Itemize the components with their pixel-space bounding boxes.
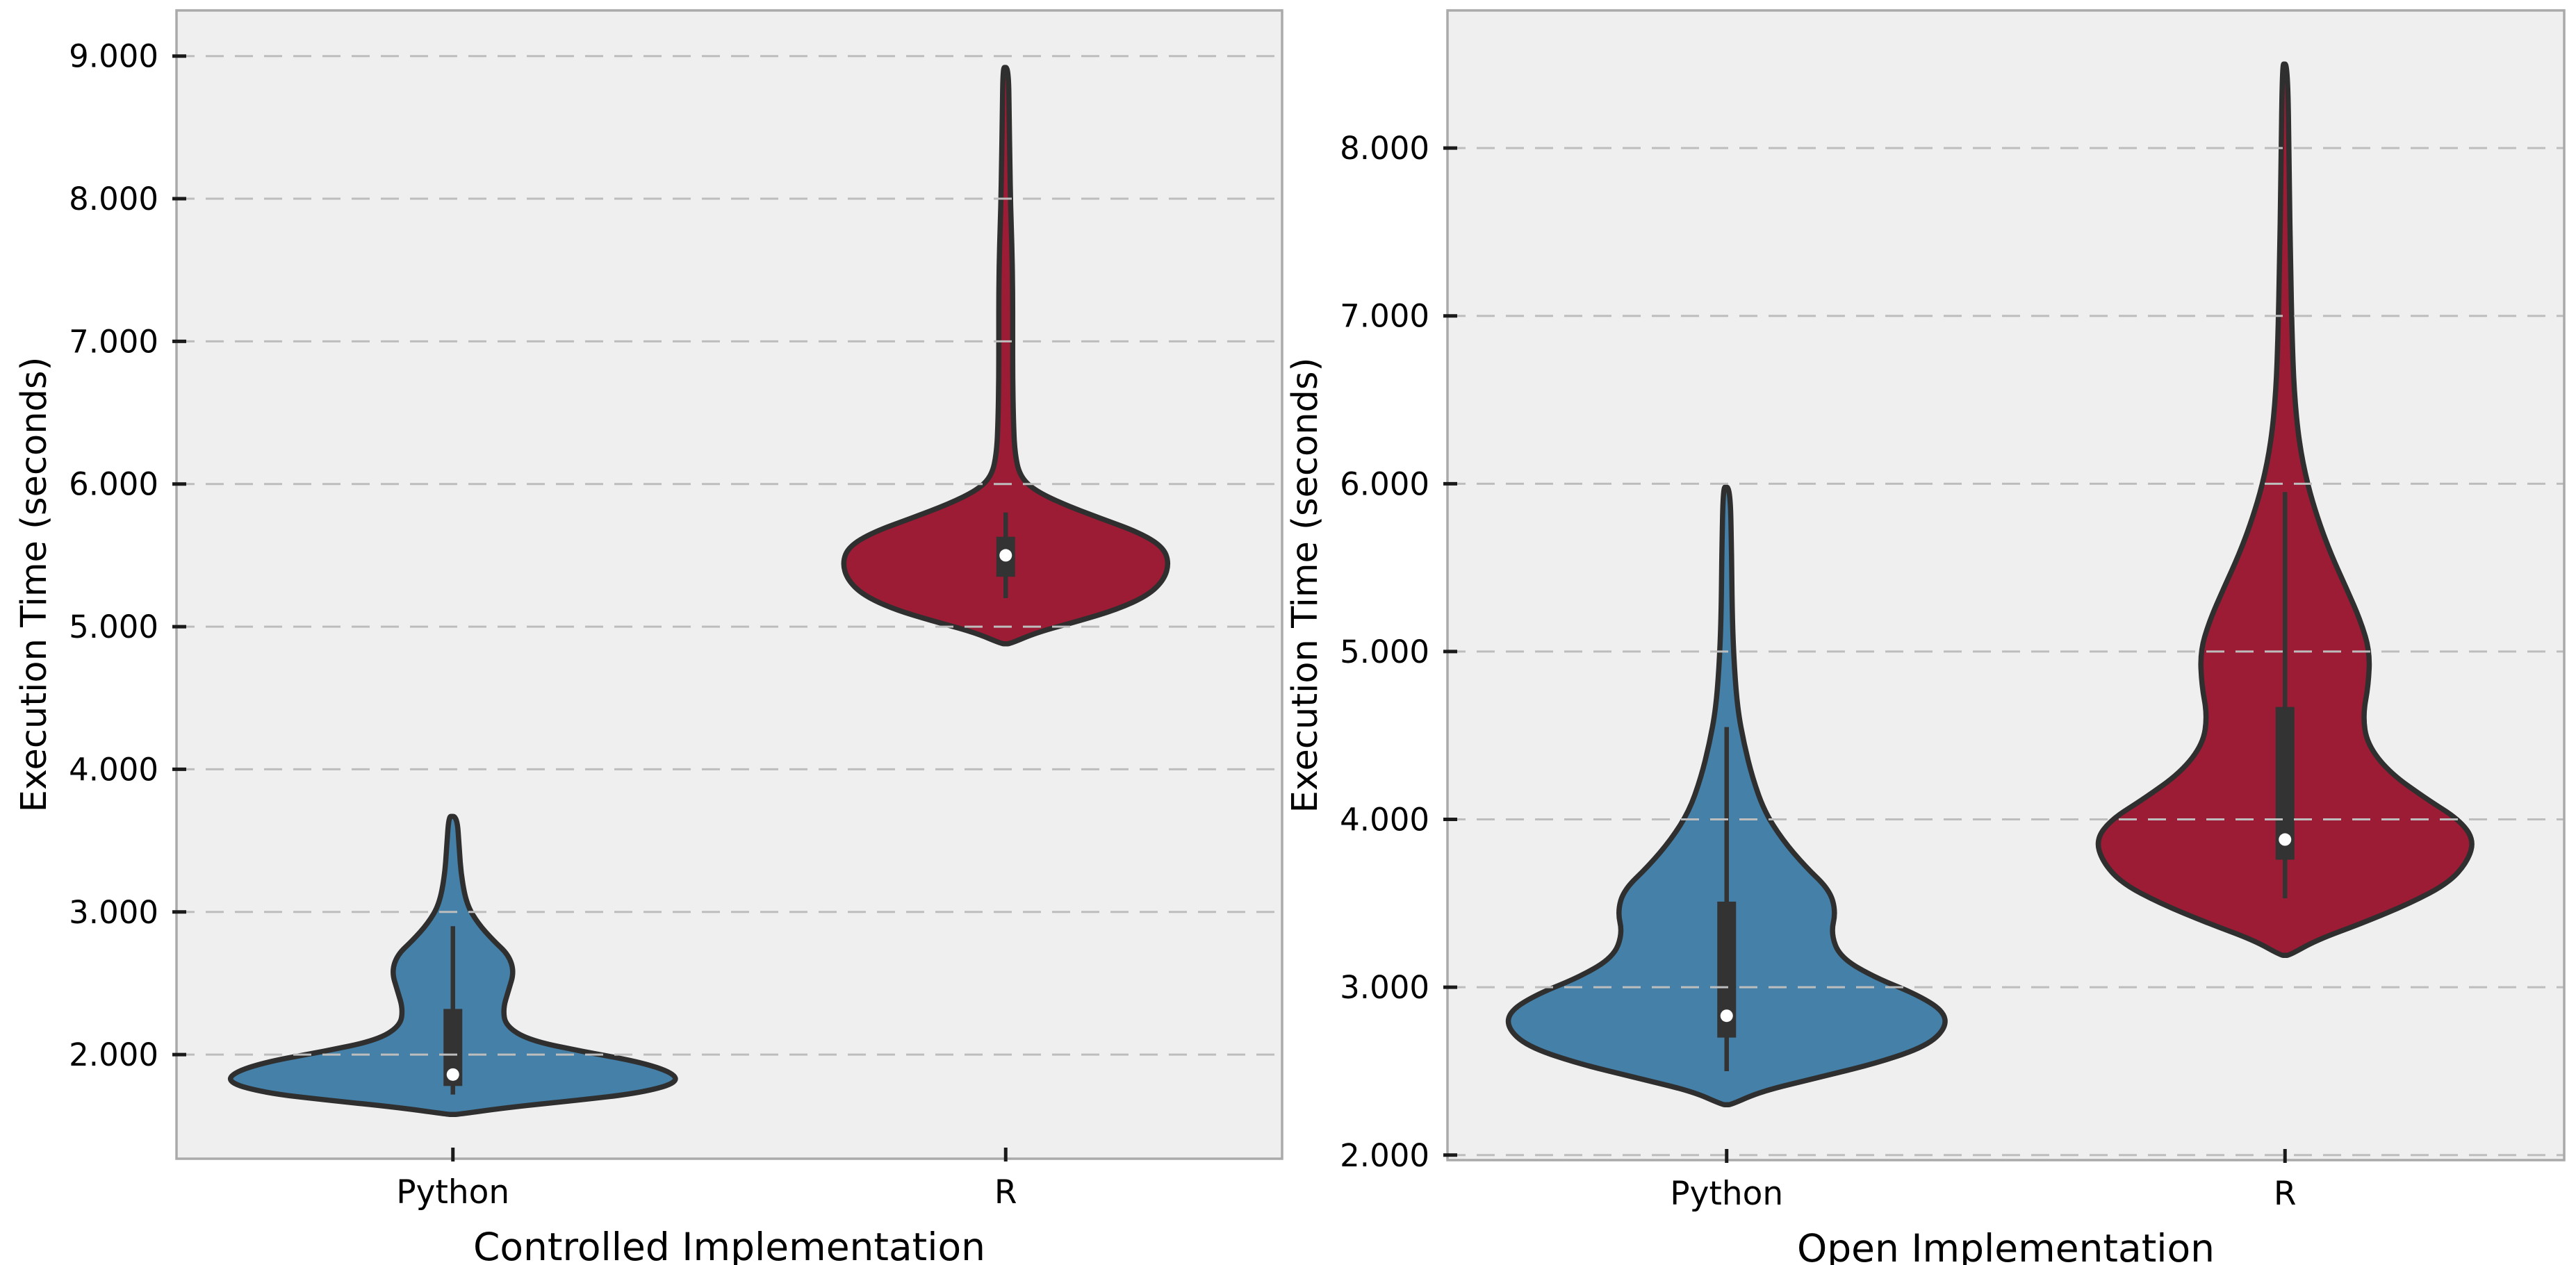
axes-spines — [175, 9, 1283, 1160]
ytick-label: 8.000 — [69, 181, 158, 217]
xtick-label-r: R — [994, 1173, 1017, 1212]
ytick-label: 5.000 — [69, 609, 158, 645]
xtick-label-python: Python — [396, 1173, 509, 1212]
xaxis-label: Open Implementation — [1797, 1226, 2215, 1265]
ytick-label: 2.000 — [69, 1036, 158, 1073]
median-dot-r — [2279, 833, 2292, 846]
axes-spines — [1446, 9, 2566, 1161]
ytick-label: 9.000 — [69, 38, 158, 75]
median-dot-r — [999, 549, 1012, 562]
ytick-label: 6.000 — [69, 466, 158, 503]
ytick-label: 8.000 — [1340, 130, 1429, 167]
subplot-open-implementation: 2.000 3.000 4.000 5.000 6.000 7.000 8.000 Pytho… — [1288, 9, 2566, 1265]
violin-r — [841, 65, 1171, 647]
median-dot-python — [446, 1068, 459, 1081]
ytick-label: 5.000 — [1340, 634, 1429, 670]
yaxis-label: Execution Time (seconds) — [1288, 358, 1326, 813]
ytick-label: 3.000 — [69, 894, 158, 931]
ytick-label: 4.000 — [1340, 802, 1429, 838]
ytick-label: 6.000 — [1340, 465, 1429, 502]
ytick-label: 3.000 — [1340, 969, 1429, 1006]
xtick-label-python: Python — [1670, 1175, 1783, 1213]
median-dot-python — [1720, 1009, 1733, 1023]
ytick-label: 2.000 — [1340, 1137, 1429, 1174]
yaxis-label: Execution Time (seconds) — [14, 357, 55, 813]
ytick-label: 4.000 — [69, 751, 158, 788]
ytick-label: 7.000 — [1340, 298, 1429, 335]
subplot-controlled-implementation: 2.000 3.000 4.000 5.000 6.000 7.000 8.000 9.000… — [14, 9, 1283, 1265]
xaxis-label: Controlled Implementation — [473, 1225, 985, 1265]
xtick-label-r: R — [2274, 1175, 2297, 1213]
ytick-label: 7.000 — [69, 323, 158, 360]
